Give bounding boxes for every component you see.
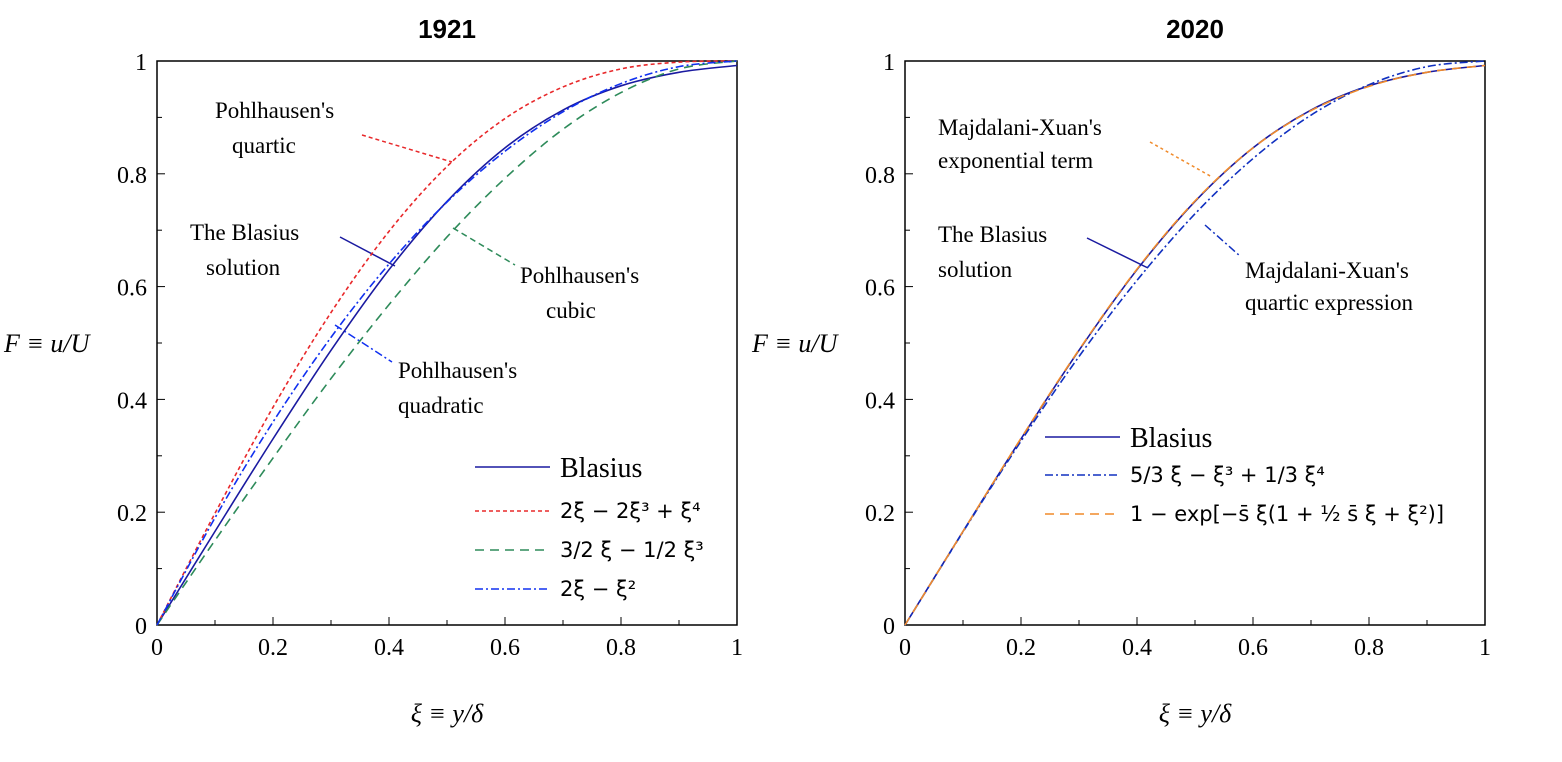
annotation-cubic: Pohlhausen's: [520, 263, 639, 288]
annotation-exponential-2: exponential term: [938, 148, 1093, 173]
legend-label-2: 3/2 ξ − 1/2 ξ³: [560, 538, 704, 562]
x-tick-label: 0.8: [1354, 635, 1384, 661]
y-tick-label: 0.6: [117, 276, 147, 302]
x-tick-label: 0.4: [1122, 635, 1152, 661]
x-axis-label: ξ ≡ y/δ: [1159, 699, 1232, 728]
leader-line: [1149, 141, 1213, 178]
annotation-quartic-expression: Majdalani-Xuan's: [1245, 258, 1409, 283]
legend-label-0: Blasius: [560, 453, 642, 484]
y-axis-label: F ≡ u/U: [3, 329, 92, 358]
y-tick-label: 0.2: [865, 501, 895, 527]
leader-line: [452, 227, 516, 266]
legend-label-2: 1 − exp[−s̄ ξ(1 + ½ s̄ ξ + ξ²)]: [1130, 502, 1444, 526]
panel-1921: 1921 F ≡ u/U ξ ≡ y/δ Pohlhausen's quarti…: [3, 14, 743, 728]
annotation-quadratic-2: quadratic: [398, 393, 484, 418]
x-tick-label: 0: [899, 635, 911, 661]
y-tick-label: 0.6: [865, 276, 895, 302]
x-tick-label: 0.6: [490, 635, 520, 661]
y-tick-label: 0.4: [117, 388, 147, 414]
leader-line: [339, 236, 396, 267]
annotations: Majdalani-Xuan's exponential term The Bl…: [938, 115, 1413, 315]
series-line-3: [156, 60, 738, 626]
x-tick-label: 1: [731, 635, 743, 661]
x-tick-label: 1: [1479, 635, 1491, 661]
chart-title: 1921: [418, 14, 476, 44]
annotation-blasius: The Blasius: [938, 222, 1047, 247]
series-line-0: [156, 64, 738, 626]
annotation-quadratic: Pohlhausen's: [398, 358, 517, 383]
legend-label-1: 2ξ − 2ξ³ + ξ⁴: [560, 499, 701, 523]
annotation-quartic-2: quartic: [232, 133, 296, 158]
leader-line: [1204, 224, 1241, 257]
series-line-1: [904, 60, 1486, 626]
annotation-blasius-2: solution: [938, 257, 1013, 282]
leader-line: [1086, 237, 1149, 269]
annotation-blasius: The Blasius: [190, 220, 299, 245]
annotation-exponential: Majdalani-Xuan's: [938, 115, 1102, 140]
y-tick-label: 0: [883, 614, 895, 640]
annotation-quartic-expression-2: quartic expression: [1245, 290, 1413, 315]
legend-label-3: 2ξ − ξ²: [560, 577, 636, 601]
y-tick-label: 0.8: [117, 163, 147, 189]
y-tick-label: 0.8: [865, 163, 895, 189]
y-tick-label: 0.2: [117, 501, 147, 527]
annotation-blasius-2: solution: [206, 255, 281, 280]
x-tick-label: 0.4: [374, 635, 404, 661]
x-tick-label: 0: [151, 635, 163, 661]
annotation-quartic: Pohlhausen's: [215, 98, 334, 123]
leader-line: [361, 134, 453, 163]
y-axis-label: F ≡ u/U: [751, 329, 840, 358]
chart-title: 2020: [1166, 14, 1224, 44]
annotations: Pohlhausen's quartic The Blasius solutio…: [190, 98, 639, 418]
legend-label-1: 5/3 ξ − ξ³ + 1/3 ξ⁴: [1130, 463, 1325, 487]
y-tick-label: 1: [135, 50, 147, 76]
x-tick-label: 0.6: [1238, 635, 1268, 661]
plot-frame: [904, 60, 1486, 626]
x-axis-label: ξ ≡ y/δ: [411, 699, 484, 728]
series-line-2: [904, 64, 1486, 626]
panel-2020: 2020 F ≡ u/U ξ ≡ y/δ Majdalani-Xuan's ex…: [751, 14, 1491, 728]
series-line-2: [156, 60, 738, 626]
y-tick-label: 0.4: [865, 388, 895, 414]
annotation-cubic-2: cubic: [546, 298, 596, 323]
y-tick-label: 0: [135, 614, 147, 640]
x-tick-label: 0.2: [1006, 635, 1036, 661]
x-tick-label: 0.8: [606, 635, 636, 661]
legend-label-0: Blasius: [1130, 423, 1212, 454]
y-tick-label: 1: [883, 50, 895, 76]
x-tick-label: 0.2: [258, 635, 288, 661]
leader-line: [334, 324, 393, 363]
